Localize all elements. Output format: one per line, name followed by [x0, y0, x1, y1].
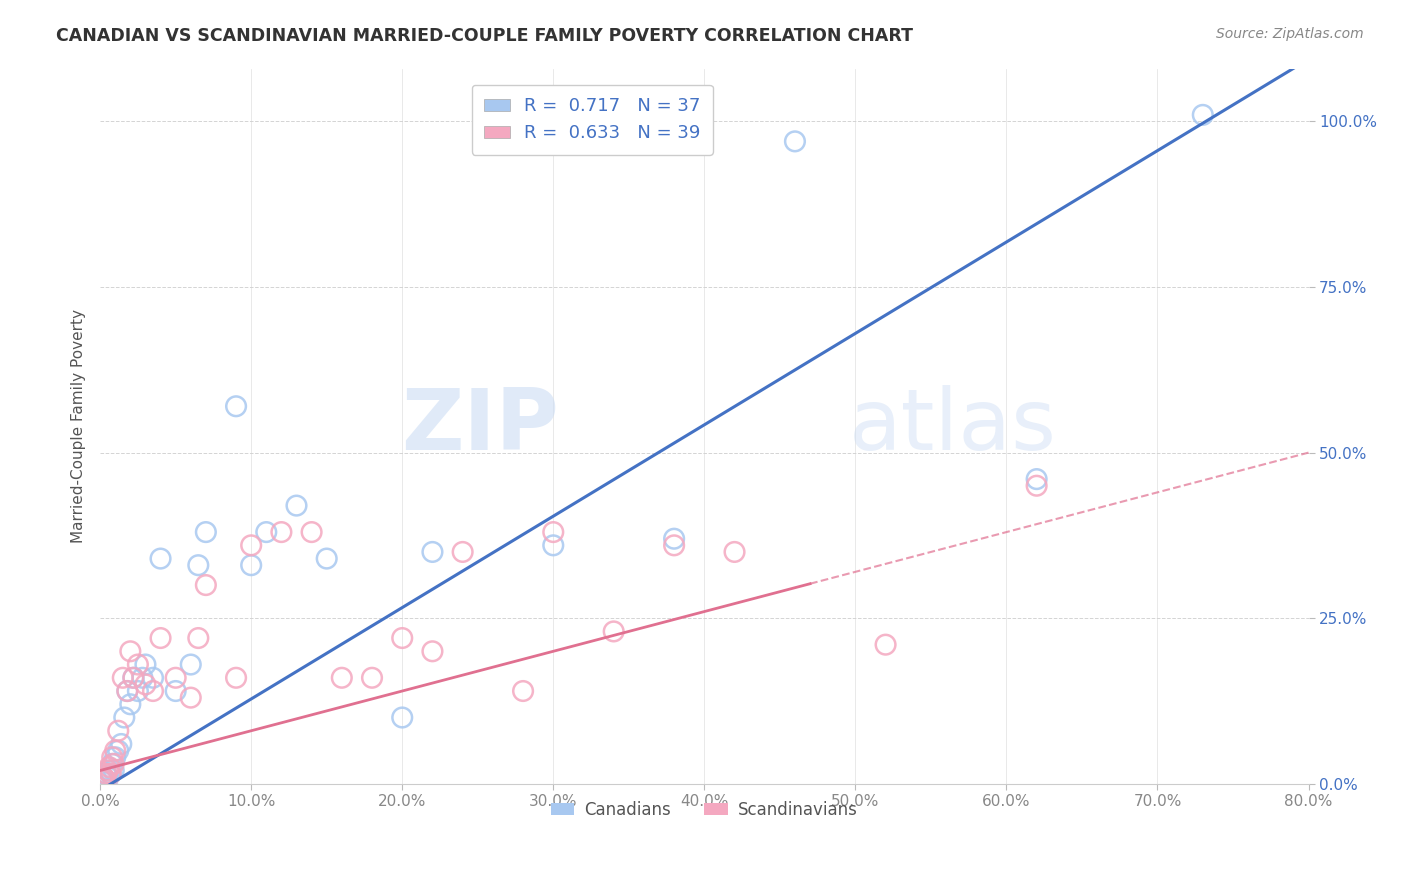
Y-axis label: Married-Couple Family Poverty: Married-Couple Family Poverty: [72, 310, 86, 543]
Point: [662, 538, 685, 552]
Point: [225, 399, 247, 413]
Point: [93, 773, 115, 788]
Point: [127, 657, 149, 672]
Point: [330, 671, 353, 685]
Point: [100, 766, 122, 780]
Point: [90, 773, 112, 788]
Point: [131, 671, 153, 685]
Point: [101, 750, 124, 764]
Point: [107, 744, 129, 758]
Point: [91, 770, 114, 784]
Point: [96, 766, 118, 780]
Point: [103, 764, 125, 778]
Text: Source: ZipAtlas.com: Source: ZipAtlas.com: [1216, 27, 1364, 41]
Point: [187, 631, 209, 645]
Point: [422, 545, 444, 559]
Point: [149, 631, 172, 645]
Point: [723, 545, 745, 559]
Point: [240, 538, 263, 552]
Point: [112, 710, 135, 724]
Point: [165, 684, 187, 698]
Legend: Canadians, Scandinavians: Canadians, Scandinavians: [544, 794, 865, 825]
Point: [662, 532, 685, 546]
Point: [254, 525, 277, 540]
Point: [301, 525, 323, 540]
Point: [120, 644, 142, 658]
Point: [391, 631, 413, 645]
Point: [180, 657, 202, 672]
Point: [1025, 479, 1047, 493]
Point: [111, 671, 134, 685]
Point: [96, 766, 118, 780]
Point: [89, 777, 111, 791]
Point: [543, 538, 565, 552]
Point: [110, 737, 132, 751]
Point: [1191, 108, 1213, 122]
Point: [142, 671, 165, 685]
Point: [315, 551, 337, 566]
Point: [270, 525, 292, 540]
Point: [98, 760, 121, 774]
Point: [361, 671, 384, 685]
Point: [422, 644, 444, 658]
Point: [93, 772, 115, 786]
Point: [97, 764, 120, 778]
Point: [100, 766, 122, 780]
Point: [107, 723, 129, 738]
Point: [451, 545, 474, 559]
Point: [187, 558, 209, 573]
Point: [142, 684, 165, 698]
Point: [120, 698, 142, 712]
Point: [285, 499, 308, 513]
Text: CANADIAN VS SCANDINAVIAN MARRIED-COUPLE FAMILY POVERTY CORRELATION CHART: CANADIAN VS SCANDINAVIAN MARRIED-COUPLE …: [56, 27, 914, 45]
Point: [602, 624, 624, 639]
Point: [512, 684, 534, 698]
Point: [117, 684, 139, 698]
Point: [180, 690, 202, 705]
Point: [194, 578, 217, 592]
Point: [97, 770, 120, 784]
Point: [225, 671, 247, 685]
Point: [391, 710, 413, 724]
Point: [875, 638, 897, 652]
Point: [104, 744, 127, 758]
Point: [122, 671, 145, 685]
Point: [149, 551, 172, 566]
Text: atlas: atlas: [849, 384, 1057, 467]
Point: [98, 764, 121, 778]
Point: [134, 657, 156, 672]
Point: [91, 770, 114, 784]
Point: [194, 525, 217, 540]
Point: [122, 671, 145, 685]
Point: [89, 777, 111, 791]
Point: [117, 684, 139, 698]
Point: [240, 558, 263, 573]
Text: ZIP: ZIP: [402, 384, 560, 467]
Point: [90, 773, 112, 788]
Point: [101, 756, 124, 771]
Point: [543, 525, 565, 540]
Point: [103, 756, 125, 771]
Point: [1025, 472, 1047, 486]
Point: [783, 134, 806, 148]
Point: [165, 671, 187, 685]
Point: [104, 750, 127, 764]
Point: [127, 684, 149, 698]
Point: [134, 677, 156, 691]
